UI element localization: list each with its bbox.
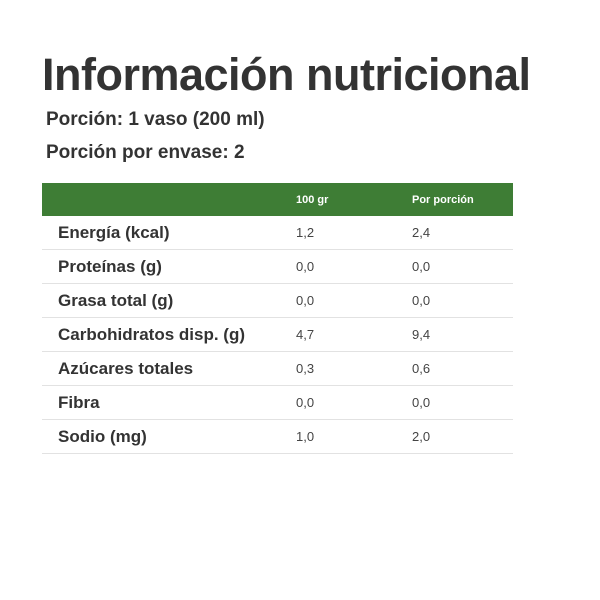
value-per-serving: 2,4 [412,216,513,250]
nutrient-name: Azúcares totales [42,351,296,386]
value-per-serving: 0,6 [412,351,513,386]
value-per-100g: 0,0 [296,249,412,284]
value-per-serving: 2,0 [412,419,513,454]
nutrient-name: Carbohidratos disp. (g) [42,317,296,352]
table-row: Energía (kcal) 1,2 2,4 [42,216,513,250]
table-row: Azúcares totales 0,3 0,6 [42,351,513,386]
value-per-serving: 0,0 [412,249,513,284]
value-per-100g: 0,3 [296,351,412,386]
table-header-row: 100 gr Por porción [42,183,513,216]
table-row: Grasa total (g) 0,0 0,0 [42,283,513,318]
column-header-nutrient [42,183,296,216]
column-header-per-serving: Por porción [412,193,474,206]
value-per-100g: 1,0 [296,419,412,454]
column-header-per-100g: 100 gr [296,193,329,206]
nutrient-name: Fibra [42,385,296,420]
table-row: Fibra 0,0 0,0 [42,385,513,420]
nutrient-name: Proteínas (g) [42,249,296,284]
nutrient-name: Energía (kcal) [42,216,296,250]
page-title: Información nutricional [42,49,531,100]
nutrition-table: 100 gr Por porción Energía (kcal) 1,2 2,… [42,183,513,454]
serving-size: Porción: 1 vaso (200 ml) [46,109,265,130]
value-per-100g: 1,2 [296,216,412,250]
servings-per-container: Porción por envase: 2 [46,142,245,163]
table-row: Proteínas (g) 0,0 0,0 [42,249,513,284]
value-per-serving: 0,0 [412,283,513,318]
value-per-serving: 9,4 [412,317,513,352]
value-per-100g: 0,0 [296,385,412,420]
value-per-serving: 0,0 [412,385,513,420]
value-per-100g: 0,0 [296,283,412,318]
table-row: Sodio (mg) 1,0 2,0 [42,419,513,454]
nutrient-name: Sodio (mg) [42,419,296,454]
value-per-100g: 4,7 [296,317,412,352]
nutrient-name: Grasa total (g) [42,283,296,318]
table-row: Carbohidratos disp. (g) 4,7 9,4 [42,317,513,352]
